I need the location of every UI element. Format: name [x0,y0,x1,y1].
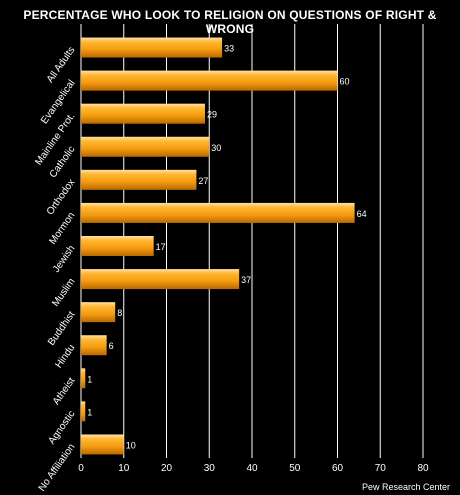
data-label: 29 [207,110,217,120]
bar-jewish [81,236,154,256]
data-label: 64 [357,209,367,219]
category-label: Muslim [50,276,77,308]
category-label: All Adults [45,45,78,85]
bars [81,37,355,455]
x-tick-label: 40 [246,463,258,474]
x-tick-label: 50 [289,463,301,474]
x-tick-label: 10 [118,463,130,474]
bar-mormon [81,202,355,223]
bar-catholic [81,136,210,157]
x-tick-label: 20 [161,463,173,474]
data-label: 60 [340,77,350,87]
category-label: Orthodox [45,177,78,217]
x-tick-label: 30 [204,463,216,474]
data-label: 17 [156,242,166,252]
bar-buddhist [81,302,116,323]
bar-muslim [81,269,240,290]
bar-evangelical [81,70,338,91]
data-label: 6 [109,341,114,351]
data-label: 27 [198,176,208,186]
category-label: Atheist [51,376,78,408]
bar-hindu [81,335,107,356]
x-tick-label: 0 [78,463,84,474]
category-label: No Affiliation [37,442,78,494]
category-label: Hindu [53,343,77,371]
x-tick-label: 60 [332,463,344,474]
data-label: 33 [224,44,234,54]
bar-all-adults [81,37,223,58]
data-label: 1 [87,407,92,417]
source-note: Pew Research Center [361,482,450,492]
bar-atheist [81,368,86,389]
x-tick-label: 70 [375,463,387,474]
data-label: 37 [241,275,251,285]
bar-agnostic [81,401,86,422]
chart-title: PERCENTAGE WHO LOOK TO RELIGION ON QUEST… [23,8,437,36]
bar-no-affiliation [81,434,124,455]
data-label: 30 [211,143,221,153]
x-tick-label: 80 [417,463,429,474]
bar-orthodox [81,169,197,190]
category-label: Agnostic [46,409,77,447]
bar-mainline-prot- [81,103,205,124]
category-label: Jewish [51,243,78,274]
category-label: Buddhist [46,309,77,347]
data-label: 10 [126,440,136,450]
data-label: 8 [117,308,122,318]
data-label: 1 [87,374,92,384]
